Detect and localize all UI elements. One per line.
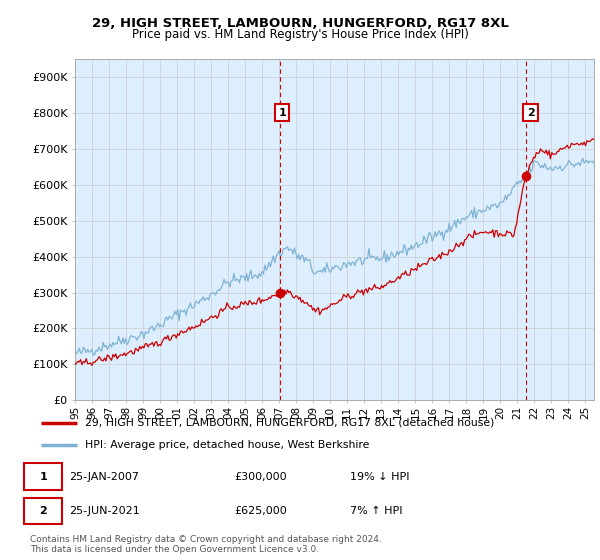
Text: 19% ↓ HPI: 19% ↓ HPI <box>350 472 410 482</box>
Text: 2: 2 <box>527 108 535 118</box>
Text: 25-JUN-2021: 25-JUN-2021 <box>68 506 139 516</box>
Text: 25-JAN-2007: 25-JAN-2007 <box>68 472 139 482</box>
Text: 29, HIGH STREET, LAMBOURN, HUNGERFORD, RG17 8XL: 29, HIGH STREET, LAMBOURN, HUNGERFORD, R… <box>92 17 508 30</box>
FancyBboxPatch shape <box>25 464 62 490</box>
Text: 7% ↑ HPI: 7% ↑ HPI <box>350 506 403 516</box>
Text: 1: 1 <box>40 472 47 482</box>
Text: 2: 2 <box>40 506 47 516</box>
Text: 1: 1 <box>278 108 286 118</box>
Text: £625,000: £625,000 <box>234 506 287 516</box>
Text: HPI: Average price, detached house, West Berkshire: HPI: Average price, detached house, West… <box>85 440 370 450</box>
Text: £300,000: £300,000 <box>234 472 287 482</box>
Text: Price paid vs. HM Land Registry's House Price Index (HPI): Price paid vs. HM Land Registry's House … <box>131 28 469 41</box>
Text: 29, HIGH STREET, LAMBOURN, HUNGERFORD, RG17 8XL (detached house): 29, HIGH STREET, LAMBOURN, HUNGERFORD, R… <box>85 418 494 428</box>
FancyBboxPatch shape <box>25 498 62 524</box>
Text: Contains HM Land Registry data © Crown copyright and database right 2024.
This d: Contains HM Land Registry data © Crown c… <box>30 535 382 554</box>
